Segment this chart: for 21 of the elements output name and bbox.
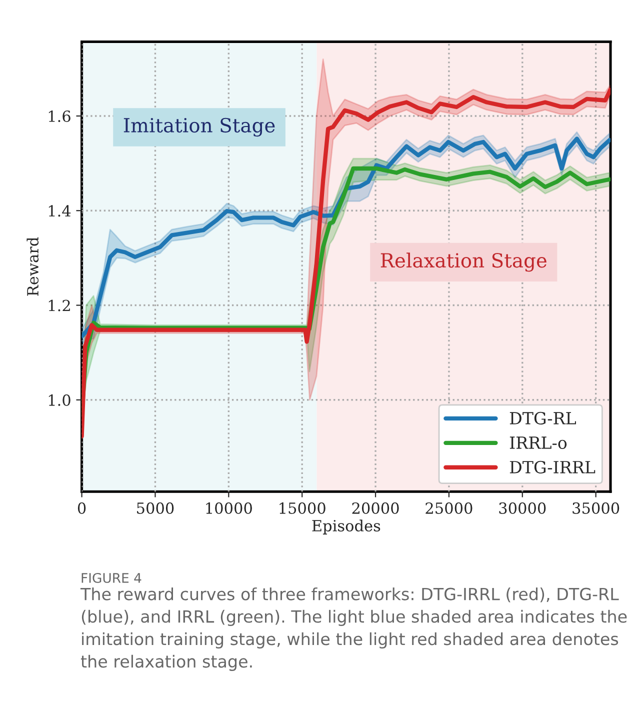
y-tick-label: 1.0 (48, 394, 70, 406)
x-tick-label: 0 (78, 502, 86, 514)
x-tick-label: 30000 (499, 502, 546, 514)
y-tick-label: 1.6 (48, 110, 70, 122)
legend-label: IRRL-o (510, 436, 567, 449)
x-axis-title: Episodes (312, 520, 380, 534)
x-tick-label: 10000 (206, 502, 252, 514)
band-label: Imitation Stage (124, 118, 275, 137)
x-tick-label: 25000 (426, 502, 472, 514)
legend-label: DTG-RL (510, 412, 576, 425)
x-tick-label: 5000 (137, 502, 174, 514)
x-tick-label: 15000 (280, 502, 326, 514)
x-tick-label: 35000 (572, 502, 620, 514)
x-tick-label: 20000 (352, 502, 399, 514)
text: The reward curves of three frameworks: DTG-IRRL (red), DTG-RL (blue), and IRRL (green). The light blue shaded area indicates the imitation training stage, while the light red shaded area denotes the relaxation stage. (80, 587, 627, 671)
band-label: Relaxation Stage (380, 252, 546, 272)
y-axis-title: Reward (26, 237, 39, 296)
caption: FIGURE 4 (82, 572, 142, 583)
legend-label: DTG-IRRL (510, 460, 596, 474)
y-tick-label: 1.2 (48, 300, 70, 312)
y-tick-label: 1.4 (48, 205, 71, 217)
